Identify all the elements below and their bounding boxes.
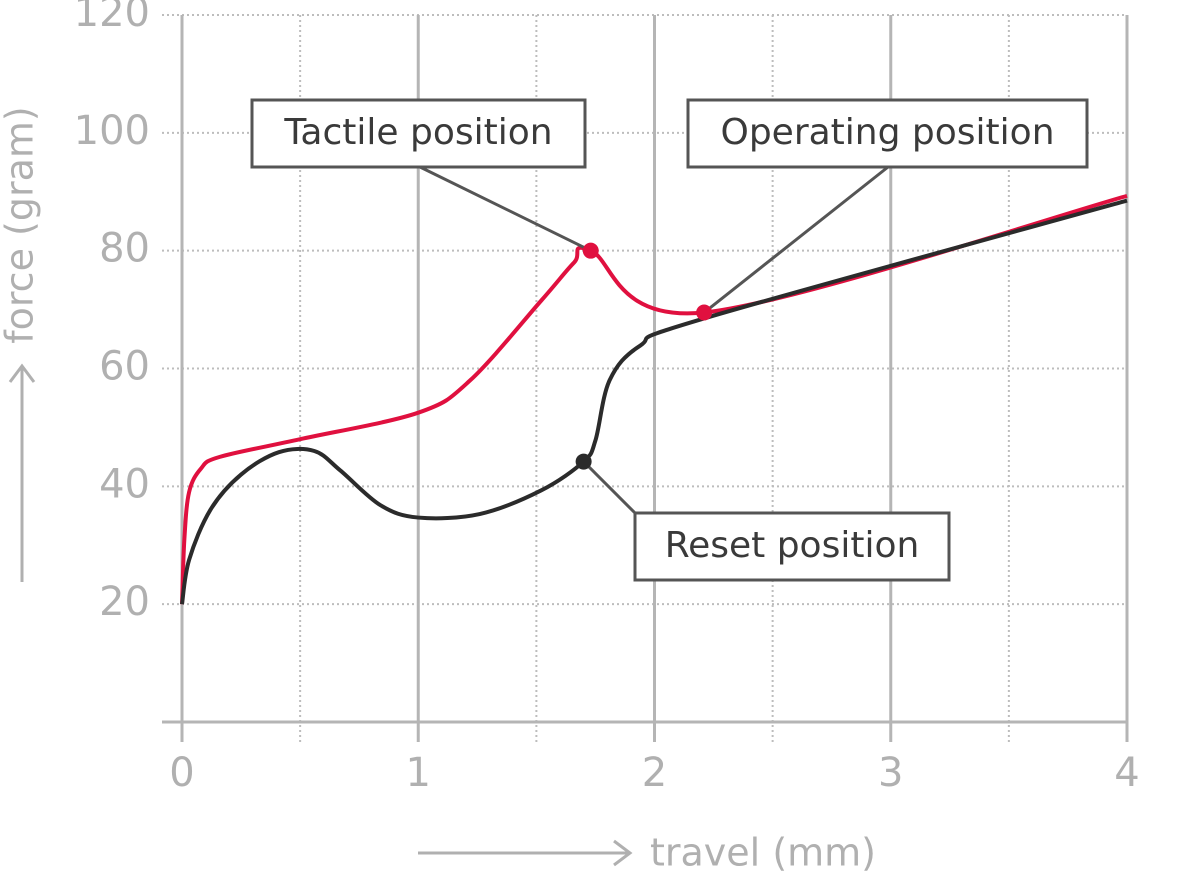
- y-tick-label: 80: [99, 226, 150, 272]
- y-axis-label: force (gram): [0, 106, 42, 343]
- x-tick-label: 3: [878, 750, 903, 796]
- y-tick-label: 60: [99, 344, 150, 390]
- annotation-label: Reset position: [665, 525, 920, 566]
- y-tick-label: 120: [74, 0, 150, 36]
- leader-line: [419, 165, 592, 253]
- line-series: [180, 193, 1128, 605]
- marker: [582, 242, 599, 259]
- y-tick-label: 20: [99, 579, 150, 625]
- line-series: [180, 198, 1128, 605]
- x-tick-label: 1: [406, 750, 431, 796]
- x-tick-label: 2: [642, 750, 667, 796]
- leader-line: [703, 165, 889, 314]
- marker: [575, 453, 592, 470]
- x-tick-label: 4: [1114, 750, 1139, 796]
- label-box: [633, 511, 951, 582]
- x-axis-label: travel (mm): [650, 831, 876, 874]
- annotation-label: Operating position: [720, 112, 1054, 153]
- label-box: [686, 98, 1089, 169]
- y-tick-label: 100: [74, 108, 150, 154]
- y-tick-label: 40: [99, 461, 150, 507]
- annotation-label: Tactile position: [283, 112, 552, 153]
- marker: [696, 304, 713, 321]
- label-box: [250, 98, 587, 169]
- y-arrow-head: [8, 363, 36, 383]
- leader-line: [582, 460, 637, 515]
- x-arrow-head: [613, 839, 633, 867]
- x-tick-label: 0: [169, 750, 194, 796]
